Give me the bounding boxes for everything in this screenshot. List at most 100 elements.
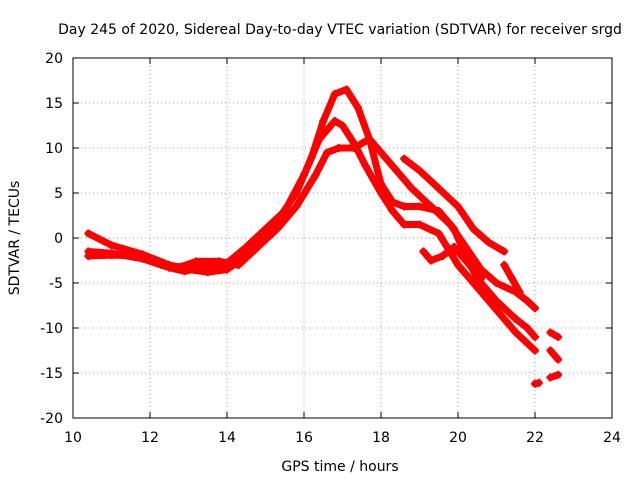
data-point	[546, 328, 555, 337]
data-point	[419, 247, 428, 256]
data-point	[531, 304, 539, 313]
series-line	[546, 347, 562, 363]
x-axis-label: GPS time / hours	[281, 459, 398, 475]
data-point	[473, 283, 482, 292]
data-point	[546, 373, 555, 382]
grid	[73, 58, 612, 418]
data-point	[492, 306, 501, 314]
data-point	[234, 261, 243, 269]
x-tick-label: 24	[603, 430, 621, 446]
data-point	[523, 324, 532, 332]
data-point	[492, 279, 501, 287]
data-point	[450, 243, 459, 251]
data-point	[242, 243, 251, 251]
data-point	[300, 171, 308, 179]
data-series	[84, 85, 563, 388]
x-tick-label: 22	[526, 430, 544, 446]
data-point	[342, 85, 351, 94]
data-point	[500, 261, 509, 269]
y-tick-label: -10	[40, 321, 63, 337]
data-point	[531, 346, 539, 355]
data-point	[511, 315, 520, 323]
data-point	[84, 252, 93, 260]
data-point	[469, 225, 478, 233]
data-point	[361, 162, 370, 170]
data-point	[454, 261, 462, 269]
y-tick-label: -20	[40, 411, 63, 427]
series-line	[419, 243, 485, 282]
y-tick-labels: -20 -15 -10 -5 0 5 10 15 20	[40, 51, 63, 427]
data-point	[323, 148, 332, 157]
data-point	[334, 144, 343, 152]
series-trace-j	[531, 378, 543, 388]
axis-ticks	[72, 57, 613, 419]
data-point	[253, 243, 262, 251]
data-point	[461, 243, 470, 251]
data-point	[353, 103, 362, 112]
data-point	[392, 166, 401, 175]
data-point	[461, 256, 470, 265]
data-point	[554, 370, 563, 379]
data-point	[350, 144, 359, 152]
series-trace-h	[546, 346, 563, 364]
data-point	[273, 225, 282, 233]
series-trace-g	[546, 328, 563, 341]
data-point	[492, 297, 501, 305]
y-tick-label: -5	[49, 276, 63, 292]
data-point	[507, 274, 516, 283]
data-point	[330, 117, 339, 125]
data-point	[477, 274, 486, 283]
data-point	[427, 256, 436, 265]
series-trace-c	[84, 135, 539, 313]
data-point	[292, 202, 301, 211]
series-trace-i	[546, 370, 563, 382]
data-point	[511, 328, 520, 337]
data-point	[138, 252, 147, 260]
x-tick-label: 12	[141, 430, 159, 446]
data-point	[454, 202, 462, 211]
data-point	[484, 238, 493, 247]
data-point	[84, 229, 93, 238]
data-point	[554, 355, 563, 364]
data-point	[434, 184, 443, 193]
data-point	[415, 220, 424, 229]
x-tick-label: 10	[64, 430, 82, 446]
data-point	[415, 166, 424, 175]
data-point	[377, 189, 385, 197]
data-point	[319, 117, 328, 125]
y-tick-label: -15	[40, 366, 63, 382]
series-trace-e	[419, 243, 486, 283]
data-point	[157, 261, 166, 269]
data-point	[280, 207, 289, 215]
x-tick-label: 20	[449, 430, 467, 446]
x-tick-labels: 10 12 14 16 18 20 22 24	[64, 430, 621, 446]
data-point	[338, 121, 347, 130]
data-point	[261, 225, 270, 233]
data-point	[438, 252, 447, 260]
x-tick-label: 16	[295, 430, 313, 446]
data-point	[215, 257, 224, 266]
y-tick-label: 10	[45, 141, 63, 157]
data-point	[534, 378, 543, 387]
data-point	[554, 333, 563, 341]
y-axis-label: SDTVAR / TECUs	[7, 181, 23, 296]
data-point	[311, 171, 320, 179]
y-tick-label: 0	[54, 231, 63, 247]
data-point	[427, 202, 436, 211]
data-point	[107, 241, 116, 250]
series-trace-f	[500, 261, 524, 296]
y-tick-label: 20	[45, 51, 63, 67]
y-tick-label: 15	[45, 96, 63, 112]
data-point	[477, 265, 486, 274]
data-point	[192, 257, 201, 266]
data-point	[377, 148, 385, 157]
data-point	[523, 297, 532, 305]
data-point	[500, 247, 509, 256]
data-point	[546, 346, 555, 355]
data-point	[400, 154, 409, 163]
data-point	[400, 220, 409, 229]
data-point	[330, 90, 339, 98]
data-point	[415, 202, 424, 211]
data-point	[388, 207, 397, 215]
